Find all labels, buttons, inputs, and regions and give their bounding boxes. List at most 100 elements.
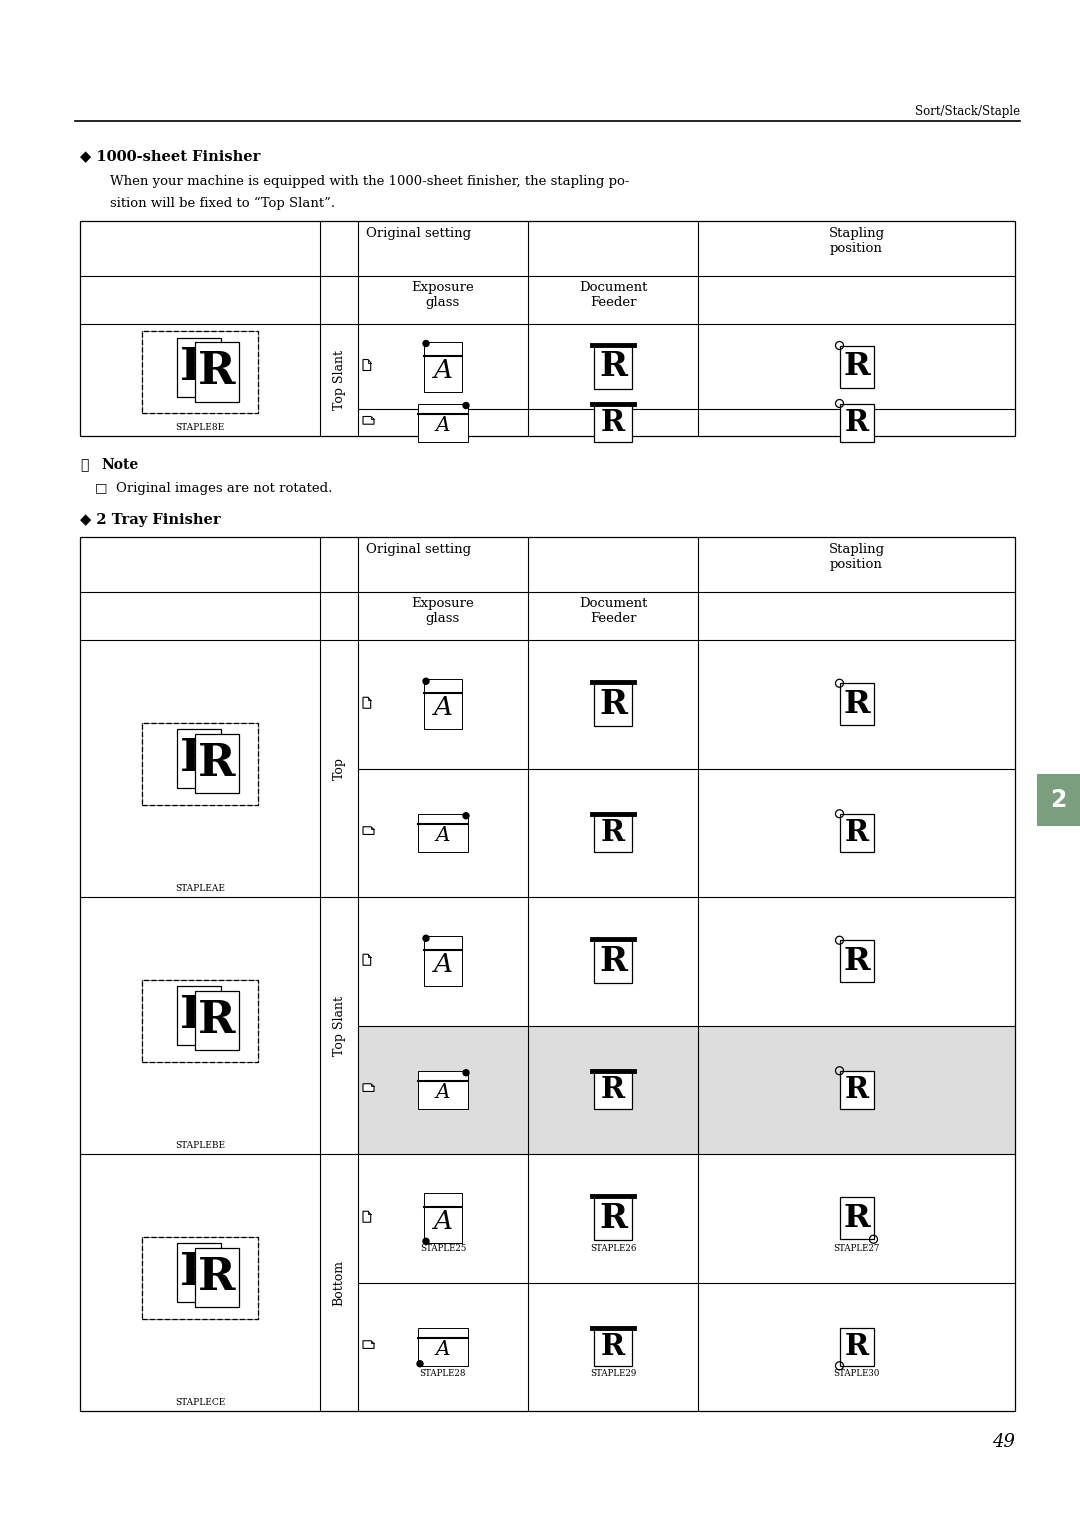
Polygon shape: [363, 954, 370, 966]
Text: A: A: [433, 1209, 453, 1235]
Bar: [839, 684, 874, 725]
Text: Exposure
glass: Exposure glass: [411, 597, 474, 626]
Text: R: R: [198, 1000, 235, 1042]
Circle shape: [463, 403, 469, 409]
Text: A: A: [433, 952, 453, 977]
Text: Document
Feeder: Document Feeder: [579, 281, 647, 308]
Text: Note: Note: [102, 458, 138, 472]
Bar: [594, 1071, 632, 1109]
Bar: [839, 813, 874, 852]
Bar: [143, 1236, 258, 1318]
Text: R: R: [843, 946, 869, 977]
Text: □  Original images are not rotated.: □ Original images are not rotated.: [95, 482, 333, 494]
Bar: [839, 403, 874, 441]
Text: STAPLE27: STAPLE27: [834, 1244, 880, 1253]
Circle shape: [423, 340, 429, 346]
Polygon shape: [363, 827, 374, 835]
Text: STAPLE30: STAPLE30: [834, 1369, 880, 1378]
Text: R: R: [180, 737, 218, 780]
Text: A: A: [433, 357, 453, 383]
Bar: [424, 937, 462, 986]
Text: Top: Top: [333, 757, 346, 780]
Bar: [177, 337, 221, 397]
Bar: [839, 1071, 874, 1109]
Text: R: R: [198, 351, 235, 394]
Text: STAPLECE: STAPLECE: [175, 1398, 226, 1407]
Text: R: R: [843, 351, 869, 382]
Text: Bottom: Bottom: [333, 1259, 346, 1306]
Text: Top Slant: Top Slant: [333, 349, 346, 410]
Circle shape: [463, 813, 469, 819]
Text: STAPLE26: STAPLE26: [590, 1244, 636, 1253]
Text: R: R: [599, 1202, 627, 1235]
Bar: [839, 1328, 874, 1366]
Text: R: R: [600, 407, 625, 436]
Text: ◆ 1000-sheet Finisher: ◆ 1000-sheet Finisher: [80, 150, 260, 163]
Text: STAPLE8E: STAPLE8E: [175, 423, 225, 432]
Bar: [143, 722, 258, 804]
Text: Stapling
position: Stapling position: [828, 543, 885, 571]
Text: R: R: [600, 818, 625, 847]
Text: R: R: [599, 349, 627, 383]
Bar: [194, 990, 239, 1050]
Bar: [418, 1071, 468, 1109]
Text: ◆ 2 Tray Finisher: ◆ 2 Tray Finisher: [80, 513, 220, 526]
Bar: [143, 722, 258, 804]
Polygon shape: [363, 1083, 374, 1091]
Bar: [594, 938, 632, 983]
Bar: [1037, 774, 1080, 826]
Bar: [177, 1244, 221, 1302]
Text: A: A: [433, 696, 453, 720]
Bar: [357, 1025, 1015, 1154]
Text: 📝: 📝: [80, 458, 89, 472]
Text: Document
Feeder: Document Feeder: [579, 597, 647, 626]
Bar: [194, 342, 239, 401]
Text: Original setting: Original setting: [366, 543, 471, 555]
Text: 49: 49: [993, 1433, 1015, 1451]
Circle shape: [423, 935, 429, 942]
Polygon shape: [363, 1341, 374, 1349]
Text: Top Slant: Top Slant: [333, 995, 346, 1056]
Text: Sort/Stack/Staple: Sort/Stack/Staple: [915, 105, 1020, 118]
Text: R: R: [845, 1332, 868, 1361]
Bar: [177, 986, 221, 1045]
Bar: [80, 537, 1015, 1412]
Bar: [143, 331, 258, 414]
Bar: [143, 980, 258, 1062]
Polygon shape: [363, 360, 370, 371]
Text: sition will be fixed to “Top Slant”.: sition will be fixed to “Top Slant”.: [110, 197, 335, 211]
Text: STAPLE25: STAPLE25: [420, 1244, 467, 1253]
Text: STAPLE29: STAPLE29: [590, 1369, 636, 1378]
Text: Stapling
position: Stapling position: [828, 227, 885, 255]
Text: R: R: [845, 818, 868, 847]
Text: A: A: [435, 1083, 450, 1102]
Bar: [424, 679, 462, 729]
Bar: [177, 729, 221, 787]
Bar: [194, 734, 239, 794]
Bar: [594, 813, 632, 852]
Text: R: R: [599, 945, 627, 978]
Polygon shape: [363, 417, 374, 424]
Text: STAPLE28: STAPLE28: [420, 1369, 467, 1378]
Text: R: R: [180, 993, 218, 1038]
Text: STAPLEBE: STAPLEBE: [175, 1141, 225, 1151]
Text: R: R: [843, 688, 869, 720]
Circle shape: [423, 1238, 429, 1244]
Text: R: R: [600, 1332, 625, 1361]
Text: R: R: [180, 1251, 218, 1294]
Bar: [424, 1193, 462, 1244]
Text: When your machine is equipped with the 1000-sheet finisher, the stapling po-: When your machine is equipped with the 1…: [110, 175, 630, 188]
Text: Exposure
glass: Exposure glass: [411, 281, 474, 308]
Bar: [594, 345, 632, 389]
Text: A: A: [435, 1340, 450, 1360]
Bar: [143, 331, 258, 414]
Text: R: R: [599, 688, 627, 720]
Bar: [194, 1248, 239, 1308]
Bar: [424, 342, 462, 392]
Polygon shape: [363, 697, 370, 708]
Text: A: A: [435, 415, 450, 435]
Bar: [839, 940, 874, 983]
Bar: [418, 1328, 468, 1366]
Circle shape: [463, 1070, 469, 1076]
Bar: [418, 403, 468, 441]
